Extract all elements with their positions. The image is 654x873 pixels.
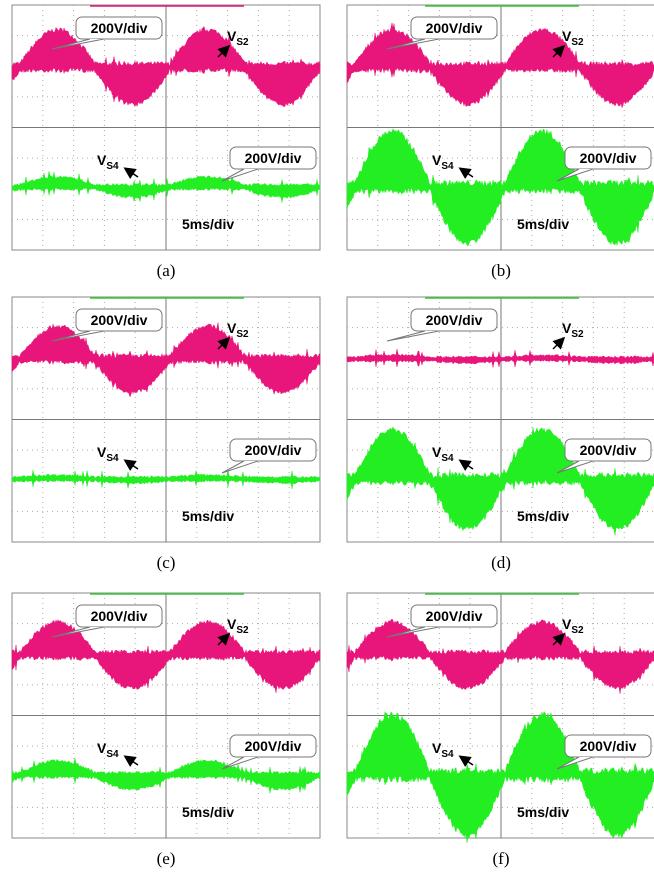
- time-scale: 5ms/div: [517, 508, 569, 524]
- panel-caption: (d): [491, 553, 511, 572]
- signal-sub: S4: [441, 161, 454, 172]
- scale-label: 200V/div: [91, 312, 148, 328]
- signal-sub: S4: [441, 749, 454, 760]
- time-scale: 5ms/div: [182, 216, 234, 232]
- panel-caption: (c): [157, 553, 176, 572]
- signal-sub: S2: [571, 329, 584, 340]
- signal-sub: S2: [236, 329, 249, 340]
- scope-panel: 200V/divVS2VS4200V/div5ms/div: [12, 5, 320, 250]
- signal-sub: S2: [571, 625, 584, 636]
- scale-label: 200V/div: [426, 20, 483, 36]
- scale-label: 200V/div: [245, 442, 302, 458]
- scale-label: 200V/div: [580, 442, 637, 458]
- scale-label: 200V/div: [426, 608, 483, 624]
- time-scale: 5ms/div: [182, 508, 234, 524]
- signal-sub: S4: [441, 453, 454, 464]
- signal-sub: S2: [571, 37, 584, 48]
- panel-caption: (a): [157, 261, 176, 280]
- panel-caption: (b): [491, 261, 511, 280]
- scale-label: 200V/div: [580, 738, 637, 754]
- scale-label: 200V/div: [91, 608, 148, 624]
- scale-label: 200V/div: [580, 150, 637, 166]
- scale-label: 200V/div: [426, 312, 483, 328]
- signal-sub: S2: [236, 37, 249, 48]
- scale-label: 200V/div: [245, 738, 302, 754]
- signal-sub: S4: [106, 453, 119, 464]
- time-scale: 5ms/div: [182, 804, 234, 820]
- scope-panel: 200V/divVS2VS4200V/div5ms/div: [347, 593, 654, 843]
- time-scale: 5ms/div: [517, 804, 569, 820]
- signal-sub: S2: [236, 625, 249, 636]
- panel-caption: (e): [157, 849, 176, 868]
- panel-caption: (f): [493, 849, 510, 868]
- signal-sub: S4: [106, 749, 119, 760]
- time-scale: 5ms/div: [517, 216, 569, 232]
- signal-sub: S4: [106, 161, 119, 172]
- scale-label: 200V/div: [245, 150, 302, 166]
- scale-label: 200V/div: [91, 20, 148, 36]
- figure: 200V/divVS2VS4200V/div5ms/div(a)200V/div…: [0, 0, 654, 873]
